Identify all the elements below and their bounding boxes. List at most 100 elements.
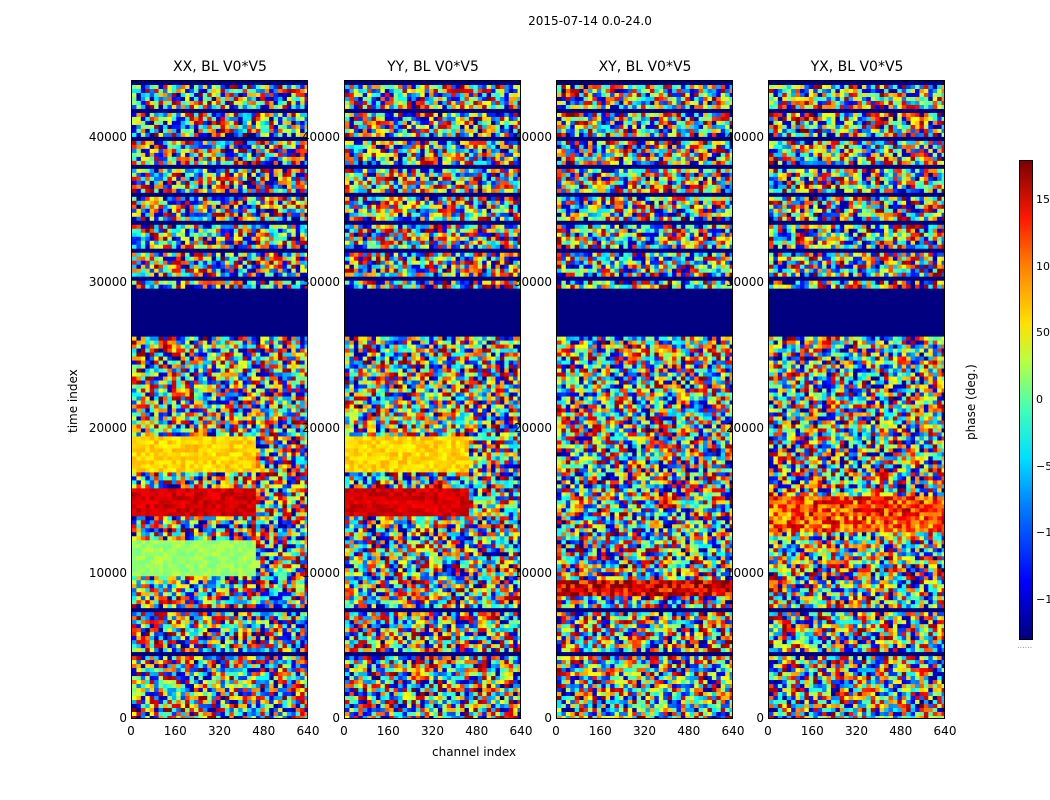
heatmap-cell xyxy=(216,164,221,170)
heatmap-cell xyxy=(198,544,204,549)
heatmap-cell xyxy=(286,300,292,305)
heatmap-cell xyxy=(224,296,230,301)
heatmap-cell xyxy=(211,476,217,481)
heatmap-cell xyxy=(229,448,235,453)
heatmap-cell xyxy=(180,304,186,309)
heatmap-cell xyxy=(269,148,274,154)
heatmap-cell xyxy=(264,144,270,150)
heatmap-cell xyxy=(158,556,164,561)
heatmap-cell xyxy=(233,412,239,417)
heatmap-cell xyxy=(189,364,195,369)
heatmap-cell xyxy=(282,276,288,281)
heatmap-cell xyxy=(145,412,150,417)
heatmap-cell xyxy=(145,364,150,369)
heatmap-cell xyxy=(273,436,279,441)
heatmap-cell xyxy=(286,184,292,190)
heatmap-cell xyxy=(198,208,204,214)
heatmap-cell xyxy=(167,364,173,369)
heatmap-cell xyxy=(211,524,217,529)
heatmap-cell xyxy=(264,540,270,545)
heatmap-cell xyxy=(149,108,155,114)
heatmap-cell xyxy=(193,504,199,509)
heatmap-cell xyxy=(282,112,288,118)
heatmap-cell xyxy=(304,504,307,509)
heatmap-cell xyxy=(238,468,243,473)
heatmap-cell xyxy=(273,188,279,194)
heatmap-cell xyxy=(211,496,217,501)
heatmap-cell xyxy=(278,220,283,226)
heatmap-cell xyxy=(198,444,204,449)
heatmap-cell xyxy=(171,232,177,238)
heatmap-cell xyxy=(145,388,150,393)
heatmap-cell xyxy=(278,456,283,461)
heatmap-cell xyxy=(247,516,252,521)
heatmap-cell xyxy=(229,308,235,313)
heatmap-cell xyxy=(295,568,301,573)
heatmap-cell xyxy=(136,136,142,142)
heatmap-cell xyxy=(198,260,204,266)
heatmap-cell xyxy=(140,416,146,421)
heatmap-cell xyxy=(198,420,204,425)
heatmap-cell xyxy=(251,372,257,377)
heatmap-cell xyxy=(158,92,164,98)
heatmap-cell xyxy=(229,400,235,405)
heatmap-cell xyxy=(233,304,239,309)
heatmap-cell xyxy=(286,544,292,549)
heatmap-cell xyxy=(224,544,230,549)
heatmap-cell xyxy=(260,404,266,409)
heatmap-cell xyxy=(229,216,235,222)
heatmap-cell xyxy=(242,508,248,513)
heatmap-cell xyxy=(180,332,186,337)
heatmap-cell xyxy=(158,388,164,393)
heatmap-cell xyxy=(224,356,230,361)
heatmap-cell xyxy=(140,240,146,246)
heatmap-cell xyxy=(140,536,146,541)
heatmap-cell xyxy=(291,424,297,429)
heatmap-cell xyxy=(167,240,173,246)
heatmap-cell xyxy=(220,108,226,114)
heatmap-cell xyxy=(180,212,186,218)
heatmap-cell xyxy=(255,96,261,102)
heatmap-cell xyxy=(202,224,208,230)
heatmap-cell xyxy=(180,508,186,513)
heatmap-cell xyxy=(149,396,155,401)
heatmap-cell xyxy=(198,124,204,130)
heatmap-cell xyxy=(180,468,186,473)
heatmap-cell xyxy=(286,224,292,230)
heatmap-cell xyxy=(140,384,146,389)
heatmap-cell xyxy=(193,252,199,258)
heatmap-cell xyxy=(260,356,266,361)
heatmap-cell xyxy=(216,528,221,533)
heatmap-cell xyxy=(180,316,186,321)
heatmap-cell xyxy=(162,152,168,158)
heatmap-cell xyxy=(304,324,307,329)
heatmap-cell xyxy=(264,140,270,146)
heatmap-cell xyxy=(176,532,181,537)
heatmap-cell xyxy=(211,544,217,549)
heatmap-cell xyxy=(273,396,279,401)
heatmap-cell xyxy=(132,508,137,513)
heatmap-cell xyxy=(167,320,173,325)
heatmap-cell xyxy=(171,336,177,341)
heatmap-cell xyxy=(269,112,274,118)
heatmap-cell xyxy=(180,252,186,258)
heatmap-cell xyxy=(207,216,212,222)
heatmap-cell xyxy=(158,508,164,513)
heatmap-cell xyxy=(260,532,266,537)
heatmap-cell xyxy=(224,384,230,389)
heatmap-cell xyxy=(229,420,235,425)
heatmap-cell xyxy=(158,252,164,258)
heatmap-cell xyxy=(273,120,279,126)
heatmap-cell xyxy=(278,404,283,409)
heatmap-cell xyxy=(264,184,270,190)
heatmap-cell xyxy=(282,156,288,162)
heatmap-cell xyxy=(189,460,195,465)
heatmap-cell xyxy=(158,416,164,421)
heatmap-cell xyxy=(260,160,266,166)
heatmap-cell xyxy=(251,476,257,481)
heatmap-cell xyxy=(185,164,190,170)
heatmap-cell xyxy=(189,164,195,170)
heatmap-cell xyxy=(185,516,190,521)
heatmap-cell xyxy=(207,192,212,198)
heatmap-cell xyxy=(220,448,226,453)
